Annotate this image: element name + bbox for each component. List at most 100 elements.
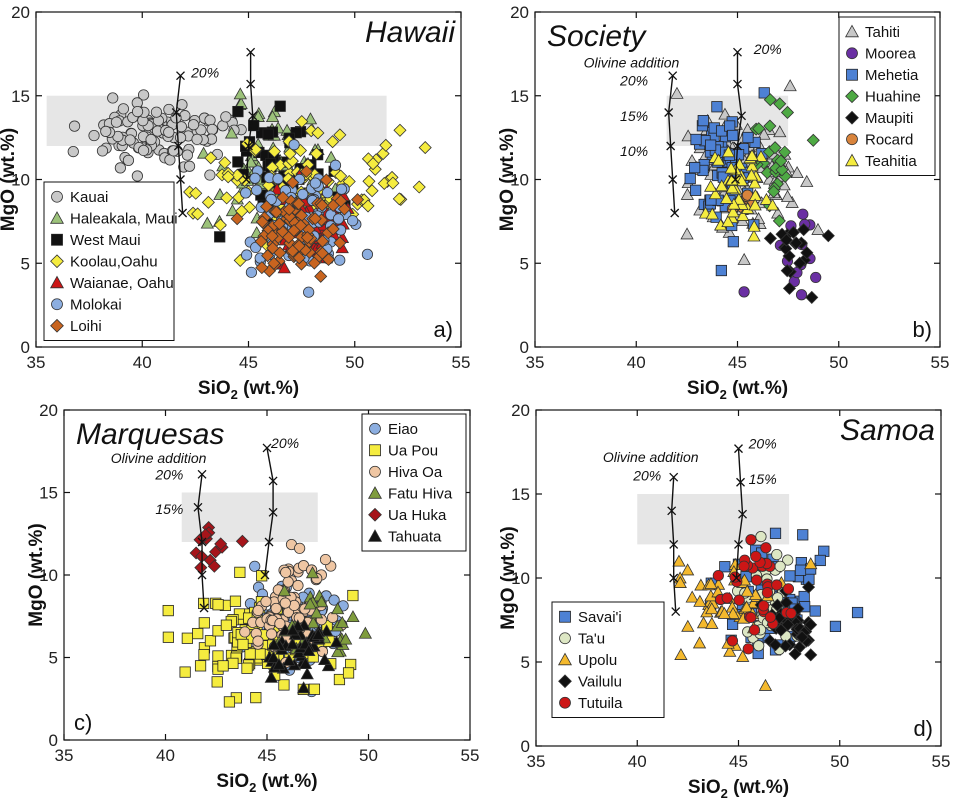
data-point <box>309 177 321 189</box>
data-point <box>314 595 329 608</box>
legend-label-tutuila: Tutuila <box>578 695 623 712</box>
data-point <box>68 120 81 132</box>
data-point <box>328 594 340 606</box>
legend-label-kauai: Kauai <box>70 189 108 206</box>
data-point <box>674 647 688 660</box>
data-point <box>767 184 781 199</box>
data-point <box>206 123 218 136</box>
data-point <box>311 627 325 640</box>
y-axis-label: MgO (wt.%) <box>497 128 518 231</box>
series-maupiti <box>763 223 835 304</box>
y-tick-label: 0 <box>21 338 30 357</box>
data-point <box>292 579 304 592</box>
data-point <box>742 643 754 655</box>
olivine-tick-mark <box>173 141 183 151</box>
annotation: 15% <box>749 471 777 487</box>
data-point <box>218 156 232 170</box>
data-point <box>311 126 325 140</box>
legend-label-loihi: Loihi <box>70 318 102 335</box>
data-point <box>342 667 355 679</box>
data-point <box>267 256 281 270</box>
data-point <box>750 550 762 563</box>
data-point <box>736 208 750 221</box>
data-point <box>782 583 795 595</box>
x-tick-label: 55 <box>932 752 951 771</box>
data-point <box>110 116 123 128</box>
data-point <box>692 636 707 649</box>
data-point <box>697 115 709 127</box>
data-point <box>114 162 126 174</box>
olivine-tick-mark <box>248 111 258 121</box>
data-point <box>724 161 738 174</box>
data-point <box>282 202 296 216</box>
series-kauai <box>67 89 259 182</box>
data-point <box>785 195 799 208</box>
data-point <box>780 264 794 278</box>
y-tick-label: 20 <box>510 3 529 22</box>
x-tick-label: 50 <box>830 752 849 771</box>
data-points <box>162 520 373 708</box>
legend-label-maupiti: Maupiti <box>865 110 913 127</box>
annotation: Olivine addition <box>584 54 680 70</box>
panel-society: Olivine addition 20% 15% 10% 20% 35 40 45 50 55 0 5… <box>497 3 949 402</box>
legend-label-ua-huka: Ua Huka <box>388 507 447 524</box>
legend-marker-mehetia <box>846 68 858 81</box>
data-point <box>329 635 344 648</box>
olivine-tick-mark <box>664 108 674 117</box>
data-point <box>255 215 269 229</box>
legend-label-hiva-oa: Hiva Oa <box>388 464 443 481</box>
data-point <box>223 696 236 708</box>
data-point <box>96 145 109 157</box>
x-tick-label: 45 <box>729 752 748 771</box>
data-point <box>240 137 254 151</box>
data-point <box>779 242 793 256</box>
y-tick-label: 5 <box>521 653 530 672</box>
data-point <box>175 121 187 133</box>
y-tick-label: 20 <box>11 3 30 22</box>
data-point <box>204 114 216 126</box>
x-tick-label: 35 <box>526 353 545 372</box>
olivine-tick-mark <box>262 443 272 453</box>
data-point <box>241 662 253 674</box>
data-point <box>774 623 788 637</box>
panel-title: Samoa <box>840 414 935 447</box>
data-point <box>806 133 820 147</box>
data-point <box>744 168 759 181</box>
data-point <box>721 215 735 228</box>
data-point <box>321 187 334 199</box>
data-point <box>319 173 333 187</box>
data-point <box>742 131 754 144</box>
data-point <box>680 227 694 240</box>
data-point <box>763 231 777 245</box>
olivine-tick-mark <box>737 111 747 121</box>
data-point <box>321 659 336 672</box>
data-point <box>771 548 783 561</box>
panel-title: Marquesas <box>76 418 224 451</box>
annotation: 15% <box>620 108 648 124</box>
data-point <box>386 176 400 190</box>
data-point <box>307 256 321 270</box>
data-point <box>274 100 286 112</box>
data-point <box>241 249 253 261</box>
data-point <box>789 236 803 250</box>
data-point <box>212 599 224 611</box>
data-point <box>292 197 306 211</box>
data-point <box>145 133 157 146</box>
y-tick-label: 5 <box>520 254 529 273</box>
olivine-tick-mark <box>244 141 253 151</box>
legend-marker-rocard <box>846 133 858 146</box>
x-tick-label: 55 <box>452 353 471 372</box>
olivine-tick-mark <box>193 502 203 512</box>
data-point <box>760 542 772 554</box>
olivine-tick-mark <box>241 175 251 184</box>
data-point <box>769 527 782 539</box>
olivine-tick-mark <box>733 141 742 151</box>
legend-label-moorea: Moorea <box>865 45 917 62</box>
data-point <box>187 119 200 131</box>
series-loihi <box>230 164 365 283</box>
data-point <box>300 230 314 245</box>
data-point <box>279 597 291 609</box>
legend-marker-huahine <box>845 89 859 104</box>
olivine-tick-mark <box>268 476 278 486</box>
